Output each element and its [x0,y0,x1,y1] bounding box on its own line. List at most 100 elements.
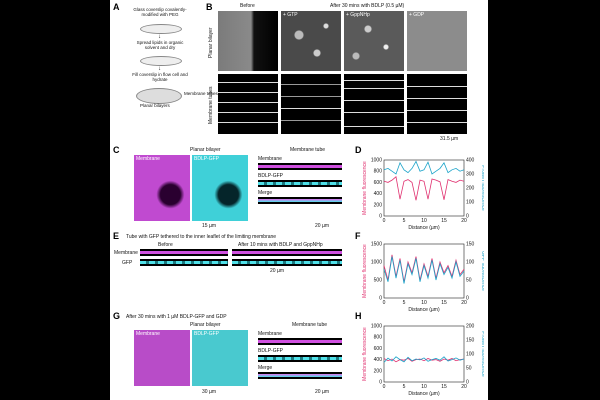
y-right-tick-label: 400 [466,158,475,164]
b-before-planar [218,11,278,71]
x-tick-label: 15 [441,218,447,224]
c-left-title: Planar bilayer [190,147,221,153]
g-tube-merge [258,372,342,379]
y-left-tick-label: 1000 [371,158,382,164]
membrane-tubes-label: Membrane tubes [184,91,218,96]
b-gtp-tubes [281,74,341,134]
x-tick-label: 20 [461,218,467,224]
c-scale-right: 20 µm [315,223,329,229]
e-after: After 10 mins with BDLP and GppNHp [238,242,323,248]
planar-bilayers-label: Planar bilayers [140,103,170,108]
y-left-tick-label: 800 [374,169,383,175]
step-3-text: Fill coverslip in flow cell and hydrate [132,72,188,82]
y-left-tick-label: 800 [374,335,383,341]
c-tube-merge [258,197,342,204]
series-line-protein [383,356,465,363]
chart-d: 0 5 10 15 20020040060080010000100200300400Di… [362,158,484,231]
x-tick-label: 5 [403,218,406,224]
b-gdp-planar: + GDP [407,11,467,71]
y-left-axis-label: Membrane fluorescence [362,244,368,298]
c-scale-left: 15 µm [202,223,216,229]
x-tick-label: 20 [461,300,467,306]
y-left-tick-label: 400 [374,357,383,363]
y-left-tick-label: 0 [379,296,382,302]
x-tick-label: 0 [383,218,386,224]
c-tube-gfp-label: BDLP-GFP [258,173,284,179]
y-left-tick-label: 600 [374,180,383,186]
c-tube-merge-label: Merge [258,190,273,196]
y-left-tick-label: 200 [374,202,383,208]
panel-label-e: E [113,231,120,241]
y-left-tick-label: 500 [374,278,383,284]
g-scale-right: 20 µm [315,389,329,395]
y-right-tick-label: 50 [466,366,472,372]
e-before-membrane [140,249,228,256]
panel-label-d: D [355,145,362,155]
b-scale: 31.5 µm [440,136,459,142]
e-after-membrane [232,249,342,256]
b-col-gtp: + GTP [283,12,298,18]
g-left-title: Planar bilayer [190,322,221,328]
x-axis-label: Distance (µm) [408,225,440,230]
y-right-tick-label: 150 [466,242,475,248]
x-axis-label: Distance (µm) [408,307,440,312]
g-tube-gfp [258,355,342,362]
e-before-gfp [140,259,228,266]
y-right-tick-label: 200 [466,186,475,192]
plot-frame [383,243,465,299]
b-col-gdp: + GDP [409,12,425,18]
c-gfp-image: BDLP-GFP [192,155,248,221]
e-membrane-label: Membrane [114,250,138,256]
x-tick-label: 10 [421,218,427,224]
panel-label-b: B [206,2,213,12]
y-right-tick-label: 150 [466,338,475,344]
x-tick-label: 0 [383,384,386,390]
y-right-tick-label: 300 [466,172,475,178]
step-1-text: Glass coverslip covalently-modified with… [133,7,187,17]
y-right-tick-label: 0 [466,214,469,220]
x-tick-label: 0 [383,300,386,306]
g-gfp-label: BDLP-GFP [194,331,220,337]
x-tick-label: 5 [403,300,406,306]
g-title: After 30 mins with 1 µM BDLP-GFP and GDP [126,314,227,320]
x-tick-label: 10 [421,384,427,390]
b-row-tubes: Membrane tubes [208,86,214,124]
g-membrane-label: Membrane [136,331,160,337]
panel-label-a: A [113,2,120,12]
series-line-membrane [383,358,465,363]
coverslip-2 [140,56,182,66]
series-line-protein [383,160,465,175]
y-left-tick-label: 1000 [371,324,382,330]
y-left-axis-label: Membrane fluorescence [362,327,368,381]
step-2-text: Spread lipids in organic solvent and dry [136,40,184,50]
c-tube-membrane-label: Membrane [258,156,282,162]
b-gppnhp-tubes [344,74,404,134]
g-scale-left: 30 µm [202,389,216,395]
y-left-tick-label: 200 [374,368,383,374]
c-tube-membrane [258,163,342,170]
y-left-tick-label: 1500 [371,242,382,248]
c-gfp-label: BDLP-GFP [194,156,220,162]
x-tick-label: 15 [441,300,447,306]
b-gtp-planar: + GTP [281,11,341,71]
y-left-tick-label: 0 [379,214,382,220]
x-tick-label: 10 [421,300,427,306]
c-right-title: Membrane tube [290,147,326,153]
y-right-axis-label: Protein fluorescence [480,331,484,377]
b-row-planar: Planar bilayer [208,27,214,58]
y-right-tick-label: 50 [466,278,472,284]
y-right-tick-label: 100 [466,200,475,206]
figure: A Glass coverslip covalently-modified wi… [110,0,488,400]
b-col-gppnhp: + GppNHp [346,12,370,18]
y-right-axis-label: Protein fluorescence [480,165,484,211]
g-tube-membrane [258,338,342,345]
b-before-tubes [218,74,278,134]
y-right-tick-label: 0 [466,380,469,386]
g-tube-membrane-label: Membrane [258,331,282,337]
panel-label-c: C [113,145,120,155]
panel-label-h: H [355,311,362,321]
e-title: Tube with GFP tethered to the inner leaf… [126,234,277,240]
y-left-tick-label: 0 [379,380,382,386]
e-scale: 20 µm [270,268,284,274]
y-right-tick-label: 200 [466,324,475,330]
